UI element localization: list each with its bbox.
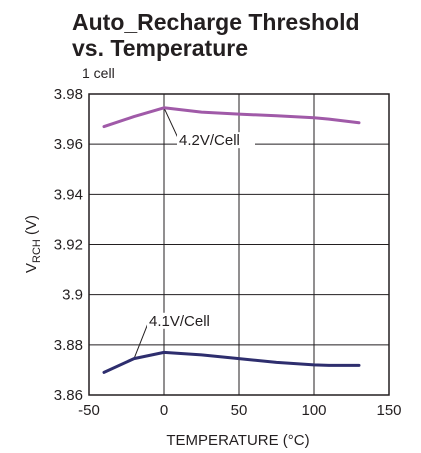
y-tick-label: 3.98 [54,86,83,103]
series-annotation: 4.1V/Cell [149,313,210,330]
x-tick-label: 50 [231,402,248,419]
annotation-background [177,132,255,149]
annotation-leader [163,107,180,141]
y-axis-title: VRCH (V) [23,215,43,273]
tick-labels: 3.86 3.88 3.9 3.92 3.94 3.96 3.98 -50 0 50 100 150 [54,86,402,419]
chart-title-line-2: vs. Temperature [72,35,248,61]
x-tick-label: -50 [78,402,100,419]
data-lines [102,106,361,374]
series-line [102,350,361,374]
annotation-leaders [133,107,180,359]
y-tick-label: 3.92 [54,237,83,254]
series-annotation: 4.2V/Cell [179,132,240,149]
x-tick-label: 0 [160,402,168,419]
x-tick-label: 100 [301,402,326,419]
annotation-background [147,312,225,329]
plot-frame [88,93,390,396]
y-tick-label: 3.96 [54,136,83,153]
x-axis-title: TEMPERATURE (°C) [166,432,309,449]
chart-title-line-1: Auto_Recharge Threshold [72,9,360,35]
series-line [102,106,361,129]
x-tick-label: 150 [376,402,401,419]
y-axis-title-main: V [23,263,40,273]
y-tick-label: 3.9 [62,287,83,304]
y-tick-label: 3.88 [54,337,83,354]
y-axis-title-sub: RCH [31,239,43,263]
annotation-leader [133,320,150,359]
y-axis-title-unit: (V) [23,215,40,239]
y-tick-label: 3.94 [54,186,83,203]
chart-subtitle: 1 cell [82,65,115,81]
annotations: 4.2V/Cell 4.1V/Cell [147,132,255,330]
y-tick-label: 3.86 [54,387,83,404]
